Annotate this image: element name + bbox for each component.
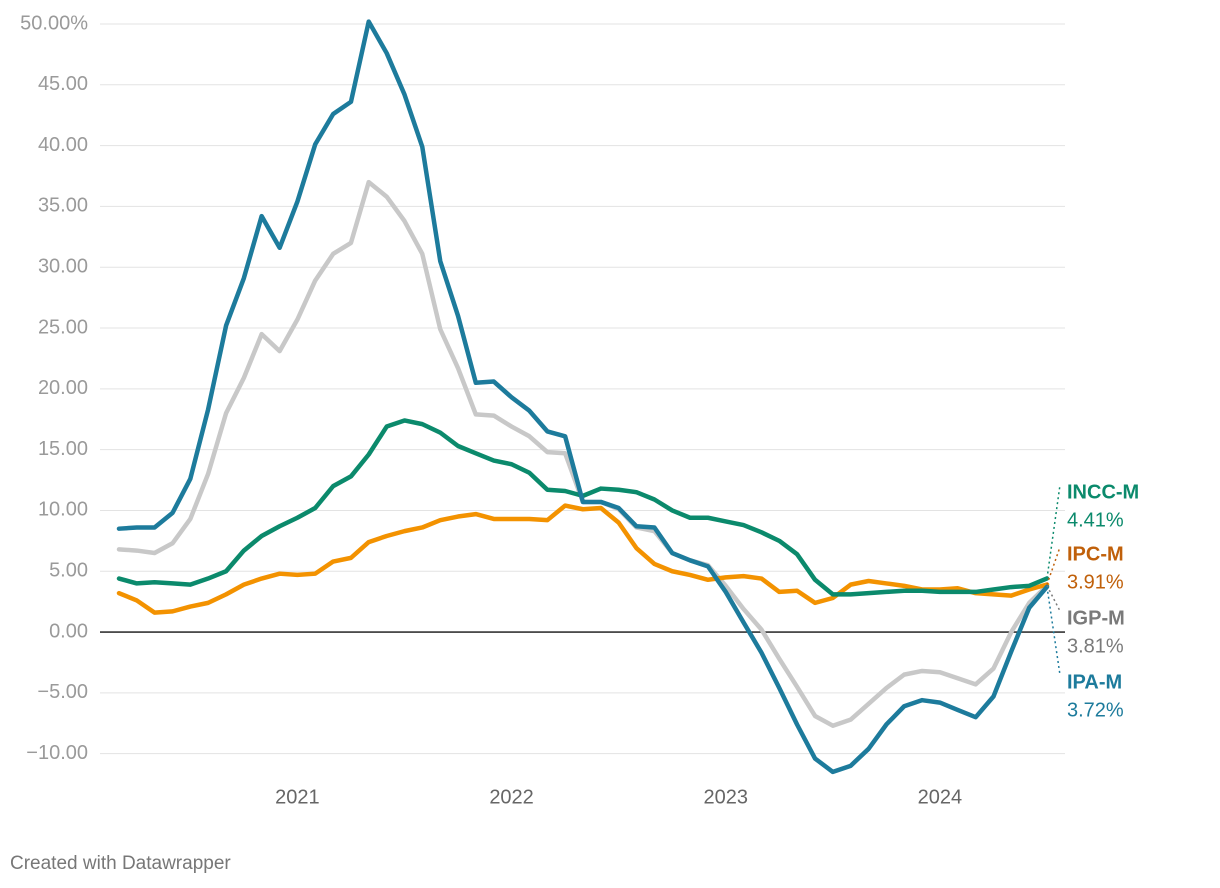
y-tick-label: 30.00 bbox=[38, 256, 88, 278]
footer: Created with Datawrapper bbox=[10, 853, 231, 874]
y-tick-label: 5.00 bbox=[49, 560, 88, 582]
y-tick-label: 50.00% bbox=[20, 12, 88, 34]
series-line bbox=[116, 179, 1050, 728]
y-tick-label: 20.00 bbox=[38, 377, 88, 399]
value-label: 3.72% bbox=[1067, 699, 1124, 721]
y-tick-label: −10.00 bbox=[26, 742, 88, 764]
y-tick-label: −5.00 bbox=[37, 681, 88, 703]
x-tick-label: 2024 bbox=[918, 786, 963, 808]
x-tick-label: 2022 bbox=[489, 786, 534, 808]
series-label: IPC-M bbox=[1067, 543, 1124, 565]
label-connector bbox=[1046, 484, 1061, 579]
x-tick-label: 2021 bbox=[275, 786, 320, 808]
y-tick-label: 45.00 bbox=[38, 73, 88, 95]
value-label: 4.41% bbox=[1067, 509, 1124, 531]
y-tick-label: 15.00 bbox=[38, 438, 88, 460]
label-connector bbox=[1046, 546, 1061, 585]
value-label: 3.91% bbox=[1067, 571, 1124, 593]
series-line bbox=[116, 503, 1050, 615]
series-line bbox=[116, 19, 1050, 775]
series-label: INCC-M bbox=[1067, 481, 1139, 503]
y-tick-label: 10.00 bbox=[38, 499, 88, 521]
label-connector bbox=[1046, 586, 1061, 676]
series-label: IPA-M bbox=[1067, 671, 1122, 693]
series-label: IGP-M bbox=[1067, 607, 1125, 629]
x-tick-label: 2023 bbox=[703, 786, 748, 808]
value-label: 3.81% bbox=[1067, 635, 1124, 657]
y-tick-label: 0.00 bbox=[49, 620, 88, 642]
y-tick-label: 35.00 bbox=[38, 195, 88, 217]
y-tick-label: 40.00 bbox=[38, 134, 88, 156]
y-tick-label: 25.00 bbox=[38, 316, 88, 338]
